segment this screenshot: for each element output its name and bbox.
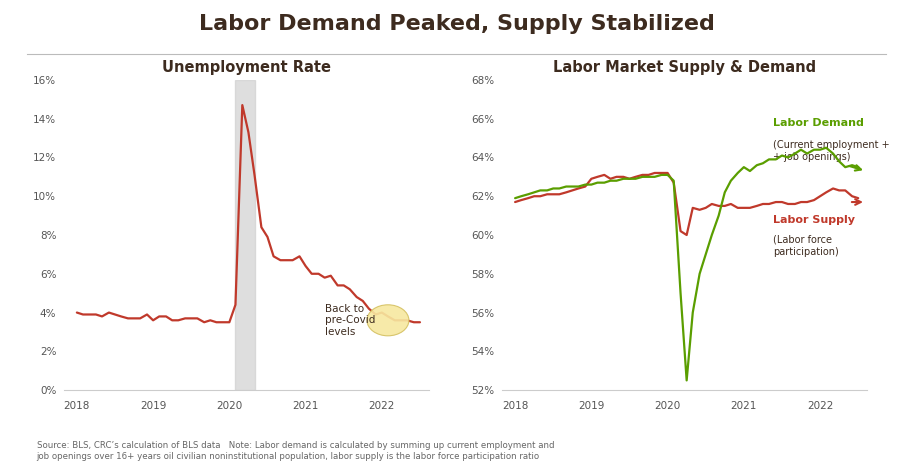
Text: Labor Demand Peaked, Supply Stabilized: Labor Demand Peaked, Supply Stabilized — [198, 14, 715, 34]
Text: + job openings): + job openings) — [772, 152, 850, 162]
Text: (Labor force: (Labor force — [772, 235, 832, 245]
Text: Source: BLS, CRC’s calculation of BLS data   Note: Labor demand is calculated by: Source: BLS, CRC’s calculation of BLS da… — [37, 441, 554, 461]
Text: Labor Supply: Labor Supply — [772, 215, 855, 225]
Ellipse shape — [367, 305, 409, 336]
Bar — [236, 80, 255, 390]
Text: participation): participation) — [772, 247, 838, 257]
Text: Labor Demand: Labor Demand — [772, 118, 864, 128]
Title: Unemployment Rate: Unemployment Rate — [162, 60, 331, 75]
Text: (Current employment +: (Current employment + — [772, 140, 889, 150]
Title: Labor Market Supply & Demand: Labor Market Supply & Demand — [553, 60, 816, 75]
Text: Back to
pre-Covid
levels: Back to pre-Covid levels — [325, 304, 375, 337]
